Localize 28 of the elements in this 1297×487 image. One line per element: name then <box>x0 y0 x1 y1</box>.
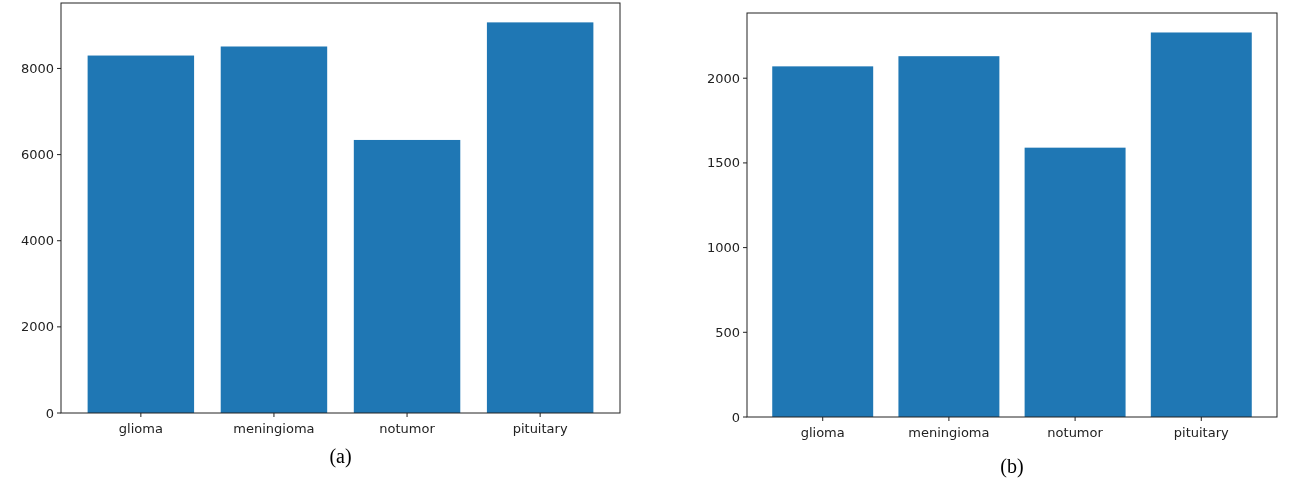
text: (a) <box>329 445 352 468</box>
x-tick-label: notumor <box>1047 425 1104 440</box>
bar <box>353 139 461 413</box>
y-tick-label: 500 <box>715 324 740 340</box>
y-tick-label: 2000 <box>706 70 740 86</box>
x-tick-label: meningioma <box>908 425 990 440</box>
y-tick-label: 1000 <box>706 240 740 256</box>
y-tick-label: 1500 <box>706 155 740 171</box>
x-tick-label: glioma <box>118 421 163 436</box>
x-tick-label: notumor <box>379 421 436 436</box>
x-tick-label: pituitary <box>1173 425 1230 440</box>
y-tick-label: 4000 <box>20 233 54 249</box>
y-tick-label: 2000 <box>20 319 54 335</box>
text: (b) <box>1000 455 1024 478</box>
y-tick-label: 6000 <box>20 147 54 163</box>
y-tick-label: 8000 <box>20 61 54 77</box>
x-tick-label: meningioma <box>233 421 315 436</box>
x-tick-label: glioma <box>800 425 845 440</box>
bar <box>898 56 1000 417</box>
y-tick-label: 0 <box>731 409 740 425</box>
bar <box>486 22 594 413</box>
x-tick-label: pituitary <box>512 421 568 436</box>
bar <box>772 66 874 417</box>
bar <box>1024 147 1126 417</box>
y-tick-label: 0 <box>45 405 54 421</box>
bar <box>1150 32 1252 417</box>
bar <box>220 46 328 413</box>
bar <box>87 55 195 413</box>
